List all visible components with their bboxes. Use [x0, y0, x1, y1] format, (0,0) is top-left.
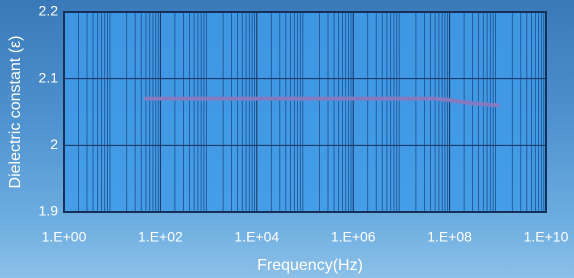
y-tick-label: 1.9 [39, 203, 59, 219]
x-tick-label: 1.E+00 [42, 229, 87, 245]
x-tick-label: 1.E+02 [138, 229, 183, 245]
x-tick-label: 1.E+10 [524, 229, 569, 245]
y-tick-label: 2.2 [39, 3, 59, 19]
plot-area [64, 12, 546, 212]
y-axis-label: Dielectric constant (ε) [7, 36, 24, 189]
x-axis-label: Frequency(Hz) [257, 257, 363, 274]
screen: Frequency(Hz) Dielectric constant (ε) 1.… [0, 0, 574, 278]
chart: Frequency(Hz) Dielectric constant (ε) 1.… [0, 0, 574, 278]
y-tick-label: 2 [50, 136, 58, 152]
x-tick-label: 1.E+04 [234, 229, 279, 245]
x-tick-label: 1.E+06 [331, 229, 376, 245]
x-tick-label: 1.E+08 [427, 229, 472, 245]
y-tick-label: 2.1 [39, 69, 59, 85]
